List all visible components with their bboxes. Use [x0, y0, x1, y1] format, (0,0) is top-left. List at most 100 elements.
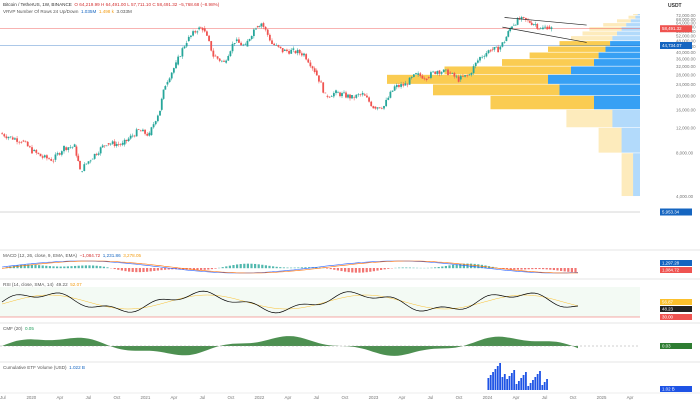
candle-body — [444, 69, 447, 71]
candle-body — [283, 49, 286, 51]
x-tick-label: Oct — [570, 395, 578, 400]
macd-histogram-bar — [290, 267, 293, 269]
cmf-label: CMF (20) — [3, 326, 23, 331]
candle-body — [148, 132, 151, 136]
candle-body — [129, 135, 132, 139]
y-tick-label: 72,000.00 — [676, 13, 696, 18]
etf-tag — [660, 386, 692, 392]
candle-body — [326, 95, 329, 97]
macd-histogram-bar — [308, 267, 311, 269]
candle-body — [370, 101, 373, 107]
candle-body — [52, 160, 55, 162]
candle-body — [387, 97, 390, 100]
x-tick-label: 2025 — [597, 395, 607, 400]
candle-body — [203, 28, 206, 32]
vp-up-bar — [571, 36, 613, 41]
vp-up-bar — [628, 15, 636, 19]
candle-body — [65, 147, 68, 150]
macd-histogram-bar — [567, 268, 570, 272]
etf-volume-bar — [503, 374, 506, 390]
vp-up-bar — [617, 19, 631, 23]
candle-body — [223, 60, 225, 62]
candle-body — [79, 160, 81, 170]
etf-volume-bar — [546, 379, 548, 390]
candle-body — [190, 35, 192, 37]
candle-body — [198, 27, 201, 30]
macd-histogram-bar — [430, 267, 433, 269]
candle-body — [391, 90, 394, 92]
macd-histogram-bar — [178, 268, 181, 270]
candle-body — [16, 138, 18, 142]
candle-body — [462, 76, 464, 77]
etf-volume-bar — [508, 376, 511, 390]
macd-histogram-bar — [200, 268, 203, 270]
macd-histogram-bar — [246, 263, 249, 269]
macd-histogram-bar — [261, 264, 264, 269]
macd-histogram-bar — [250, 263, 253, 269]
candle-body — [214, 55, 217, 57]
vp-up-bar — [433, 84, 560, 96]
vp-down-bar — [559, 84, 640, 96]
cmf-tag — [660, 343, 692, 349]
macd-histogram-bar — [538, 268, 541, 270]
macd-v1: −1,084.72 — [79, 253, 101, 258]
rsi-tag — [660, 306, 692, 312]
macd-histogram-bar — [574, 268, 577, 273]
candle-body — [275, 44, 278, 46]
candle-body — [218, 58, 221, 61]
candle-body — [123, 139, 126, 145]
candle-body — [69, 147, 72, 148]
candle-body — [516, 18, 519, 25]
candle-body — [93, 153, 96, 159]
candle-body — [288, 50, 290, 54]
macd-histogram-bar — [196, 268, 199, 270]
candle-body — [196, 31, 199, 33]
candle-body — [75, 146, 78, 156]
macd-histogram-bar — [81, 265, 84, 269]
macd-histogram-bar — [506, 268, 509, 270]
x-tick-label: 2024 — [483, 395, 493, 400]
candle-body — [476, 60, 479, 63]
candle-body — [385, 99, 388, 107]
legend-main: Bitcoin / TetherUS, 1W, BINANCE O 64,219… — [3, 2, 219, 7]
macd-histogram-bar — [354, 268, 357, 273]
macd-histogram-bar — [92, 265, 95, 269]
macd-histogram-bar — [531, 268, 534, 270]
x-tick-label: Apr — [56, 395, 63, 400]
vp-down-bar — [626, 23, 640, 27]
candle-body — [447, 69, 449, 76]
candle-body — [39, 153, 42, 157]
candle-body — [89, 160, 92, 162]
candle-body — [170, 72, 173, 79]
macd-histogram-bar — [257, 264, 260, 269]
candle-body — [33, 150, 36, 151]
candle-body — [412, 74, 415, 77]
macd-histogram-bar — [149, 268, 152, 272]
macd-histogram-bar — [398, 267, 401, 269]
macd-histogram-bar — [333, 268, 336, 270]
candle-body — [46, 155, 48, 159]
macd-histogram-bar — [156, 268, 159, 271]
candle-body — [166, 82, 169, 85]
candle-body — [415, 73, 417, 75]
candle-body — [455, 76, 458, 78]
candle-body — [436, 71, 439, 74]
candle-body — [220, 60, 223, 62]
macd-histogram-bar — [401, 267, 404, 269]
macd-legend: MACD (12, 26, close, 9, EMA, EMA) −1,084… — [3, 253, 141, 258]
price-tag — [660, 42, 692, 50]
legend-vrvp-label: VRVP Number Of Rows 24 Up/Down — [3, 9, 79, 14]
candle-body — [135, 129, 138, 137]
candle-body — [144, 129, 146, 134]
candle-body — [512, 24, 515, 26]
candle-body — [402, 84, 405, 86]
vp-down-bar — [548, 74, 640, 84]
candle-body — [127, 138, 130, 142]
legend-vrvp-v1: 1.035M — [80, 9, 97, 14]
legend-symbol: Bitcoin / TetherUS, 1W, BINANCE — [3, 2, 72, 7]
vp-down-bar — [605, 46, 640, 52]
x-tick-label: Jul — [200, 395, 206, 400]
candle-body — [408, 77, 411, 85]
macd-histogram-bar — [225, 266, 228, 269]
candle-body — [324, 92, 327, 94]
